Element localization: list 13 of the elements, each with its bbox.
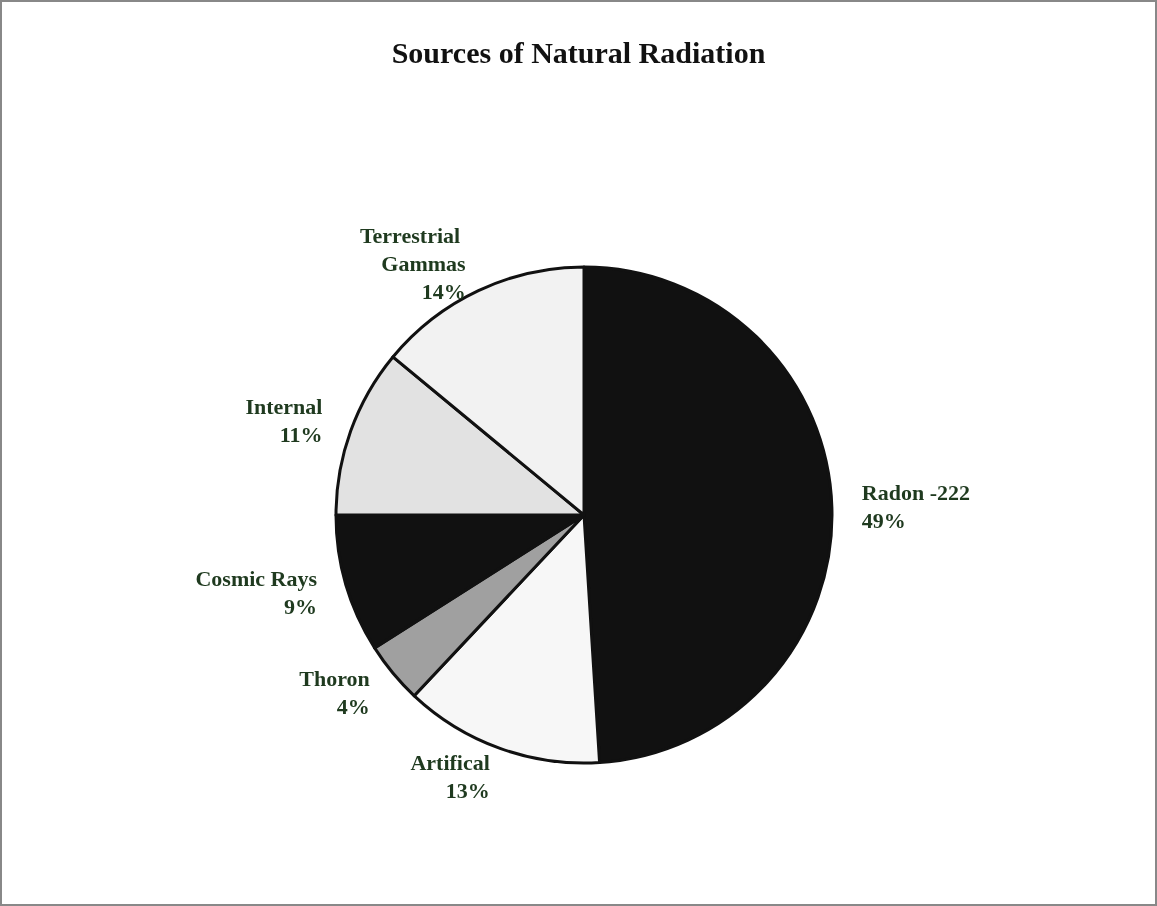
data-label: 49% xyxy=(861,507,906,533)
slice-label: Cosmic Rays xyxy=(195,566,318,592)
data-label: 14% xyxy=(421,278,466,304)
data-label: 9% xyxy=(284,594,318,620)
slice-label: Thoron xyxy=(299,665,370,691)
chart-title: Sources of Natural Radiation xyxy=(391,35,766,69)
slice-label: Internal xyxy=(245,394,323,420)
slice-label: Terrestrial Gammas xyxy=(359,222,467,276)
data-label: 4% xyxy=(336,693,370,719)
data-label: 13% xyxy=(445,778,490,804)
slice-label: Radon -222 xyxy=(861,479,971,505)
slice-label: Artifical xyxy=(410,750,490,776)
data-label: 11% xyxy=(279,422,323,448)
